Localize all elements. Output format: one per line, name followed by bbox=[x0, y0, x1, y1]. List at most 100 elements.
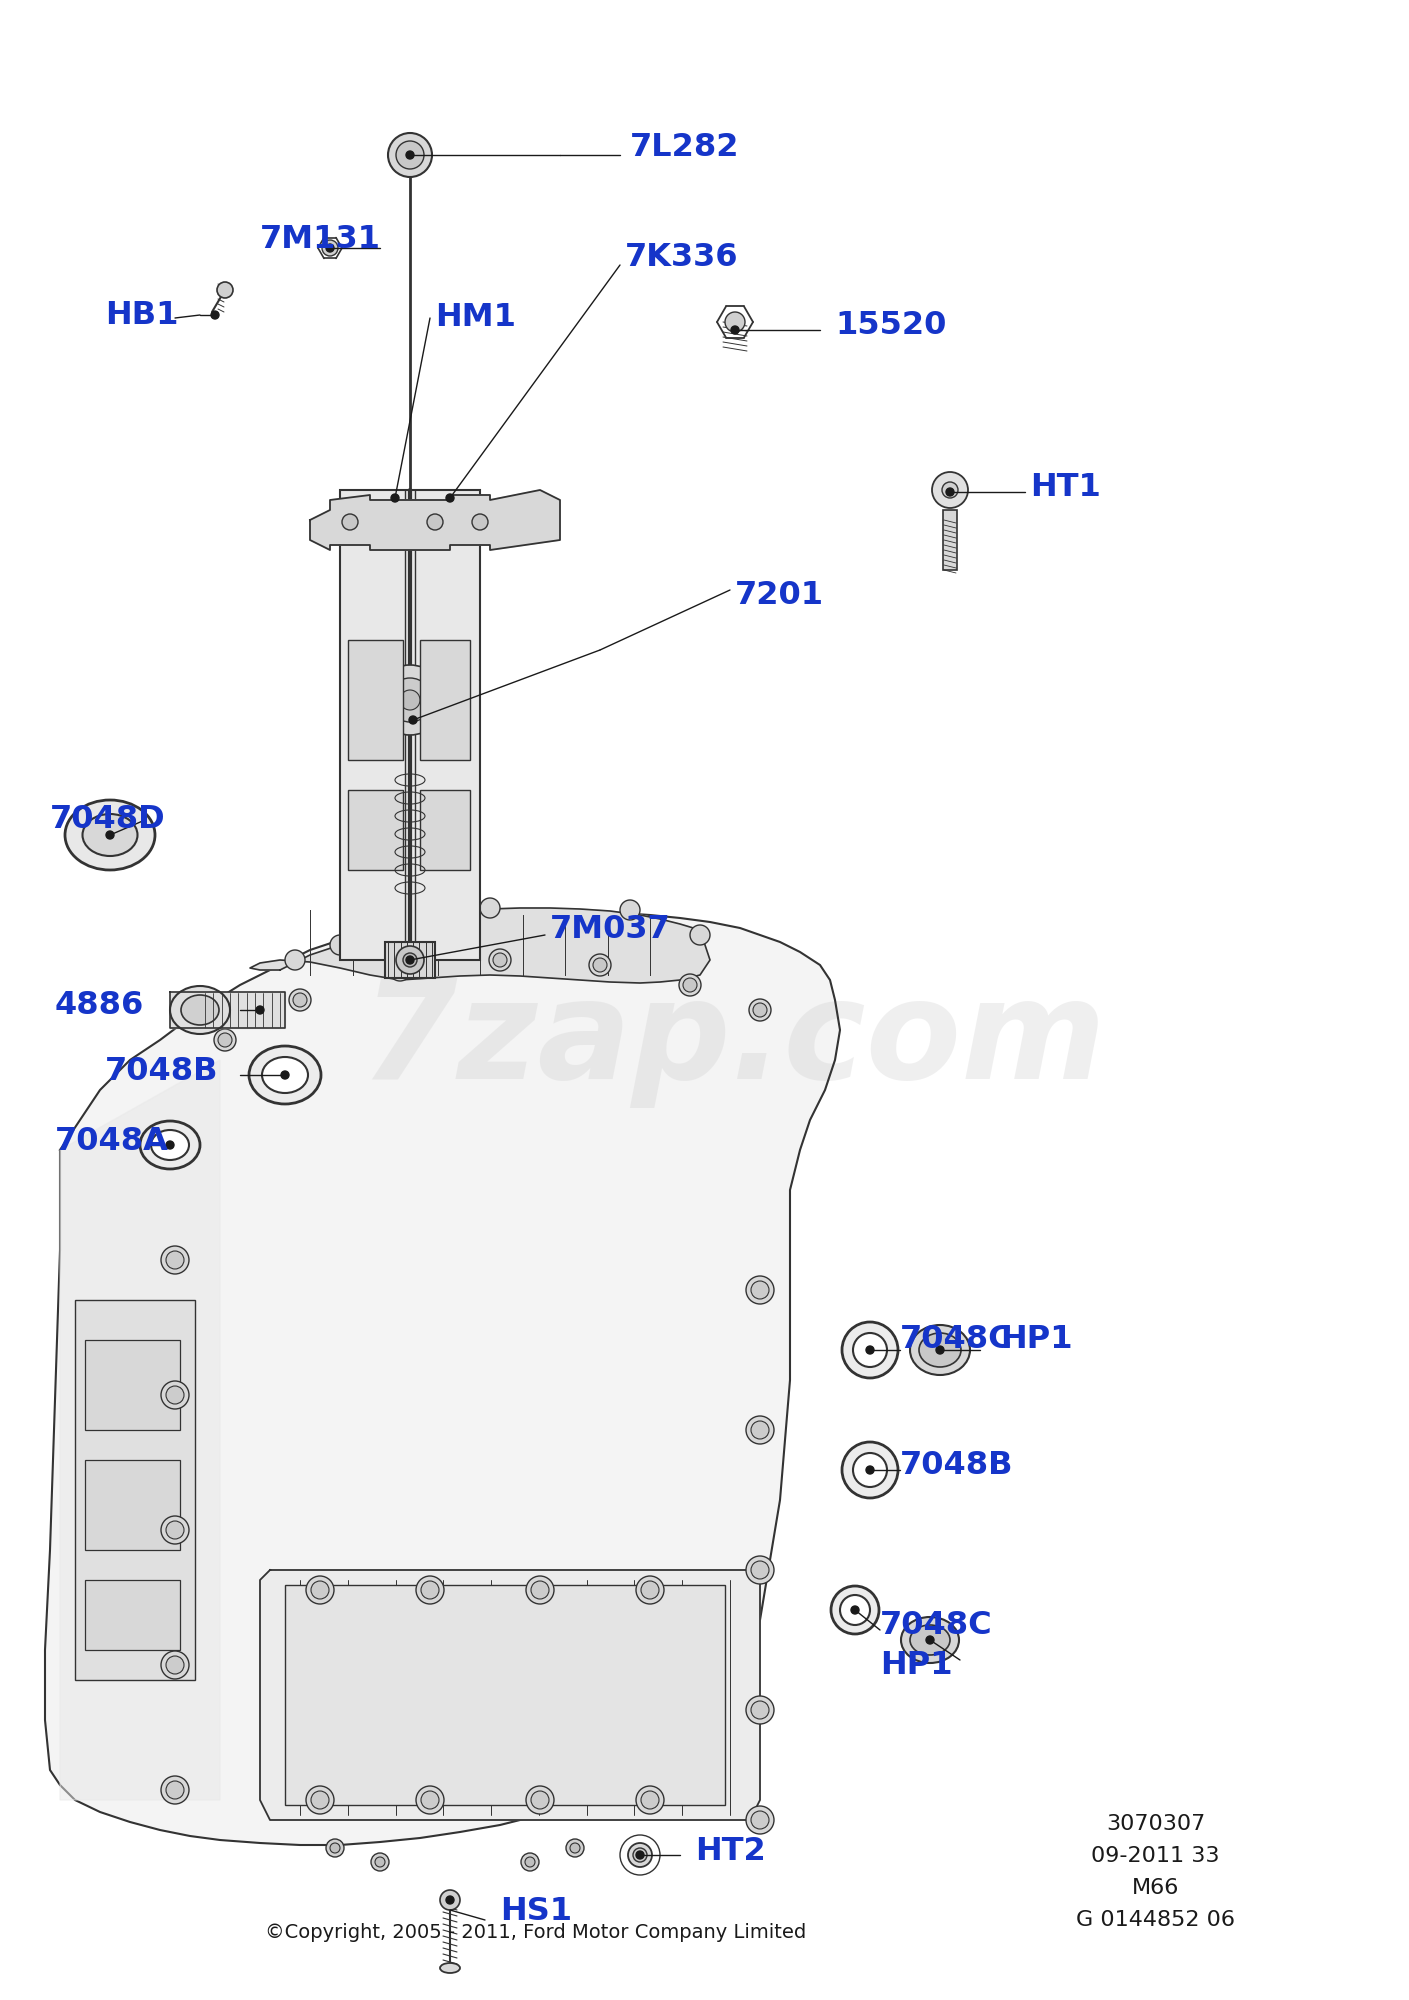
Circle shape bbox=[571, 1844, 581, 1852]
Bar bbox=[75, 1300, 194, 1680]
Circle shape bbox=[214, 1028, 235, 1052]
Ellipse shape bbox=[65, 800, 155, 870]
Ellipse shape bbox=[180, 994, 218, 1024]
Circle shape bbox=[218, 1032, 232, 1048]
Circle shape bbox=[387, 678, 433, 722]
Text: 3070307: 3070307 bbox=[1106, 1814, 1205, 1834]
Ellipse shape bbox=[83, 814, 138, 856]
Circle shape bbox=[726, 312, 745, 332]
Circle shape bbox=[421, 1792, 440, 1808]
Circle shape bbox=[166, 1140, 173, 1148]
Circle shape bbox=[161, 1652, 189, 1680]
Bar bbox=[85, 1580, 180, 1650]
Circle shape bbox=[280, 1072, 289, 1080]
Circle shape bbox=[531, 1580, 550, 1600]
Bar bbox=[85, 1340, 180, 1430]
Ellipse shape bbox=[151, 1130, 189, 1160]
Text: HP1: HP1 bbox=[881, 1650, 952, 1680]
Text: 7M131: 7M131 bbox=[261, 224, 380, 256]
Bar bbox=[285, 1584, 726, 1804]
Polygon shape bbox=[61, 1060, 220, 1800]
Circle shape bbox=[427, 514, 442, 530]
Circle shape bbox=[393, 964, 407, 976]
Circle shape bbox=[406, 152, 414, 160]
Text: M66: M66 bbox=[1131, 1878, 1179, 1898]
Circle shape bbox=[745, 1806, 774, 1834]
Text: HP1: HP1 bbox=[1000, 1324, 1072, 1356]
Text: HM1: HM1 bbox=[435, 302, 516, 334]
Circle shape bbox=[447, 1896, 454, 1904]
Circle shape bbox=[416, 1786, 444, 1814]
Circle shape bbox=[311, 1580, 328, 1600]
Circle shape bbox=[635, 1852, 644, 1860]
Circle shape bbox=[447, 494, 454, 502]
Circle shape bbox=[943, 482, 958, 498]
Circle shape bbox=[403, 954, 417, 968]
Circle shape bbox=[633, 1848, 647, 1862]
Ellipse shape bbox=[919, 1332, 961, 1368]
Circle shape bbox=[867, 1466, 874, 1474]
Circle shape bbox=[926, 1636, 934, 1644]
Circle shape bbox=[489, 950, 511, 972]
Circle shape bbox=[751, 1282, 769, 1300]
Ellipse shape bbox=[139, 1120, 200, 1168]
Bar bbox=[340, 490, 480, 960]
Text: ©Copyright, 2005 - 2011, Ford Motor Company Limited: ©Copyright, 2005 - 2011, Ford Motor Comp… bbox=[265, 1922, 806, 1942]
Circle shape bbox=[745, 1276, 774, 1304]
Circle shape bbox=[285, 950, 304, 970]
Circle shape bbox=[526, 1576, 554, 1604]
Text: 7201: 7201 bbox=[735, 580, 824, 610]
Ellipse shape bbox=[910, 1624, 950, 1656]
Circle shape bbox=[840, 1596, 869, 1624]
Ellipse shape bbox=[170, 986, 230, 1034]
Circle shape bbox=[745, 1416, 774, 1444]
Circle shape bbox=[690, 924, 710, 946]
Text: 7L282: 7L282 bbox=[630, 132, 740, 164]
Text: 7048B: 7048B bbox=[106, 1056, 218, 1088]
Circle shape bbox=[635, 1786, 664, 1814]
Circle shape bbox=[831, 1586, 879, 1634]
Circle shape bbox=[480, 898, 500, 918]
Circle shape bbox=[851, 1606, 859, 1614]
Circle shape bbox=[406, 956, 414, 964]
Circle shape bbox=[589, 954, 612, 976]
Circle shape bbox=[323, 240, 338, 256]
Circle shape bbox=[211, 310, 218, 318]
Polygon shape bbox=[310, 490, 559, 550]
Circle shape bbox=[936, 1346, 944, 1354]
Circle shape bbox=[852, 1452, 888, 1488]
Circle shape bbox=[161, 1516, 189, 1544]
Circle shape bbox=[751, 1812, 769, 1828]
Circle shape bbox=[306, 1786, 334, 1814]
Text: 7K336: 7K336 bbox=[626, 242, 738, 274]
Circle shape bbox=[472, 514, 488, 530]
Circle shape bbox=[620, 900, 640, 920]
Polygon shape bbox=[249, 908, 710, 982]
Circle shape bbox=[752, 1004, 766, 1016]
Circle shape bbox=[161, 1246, 189, 1274]
Circle shape bbox=[409, 716, 417, 724]
Circle shape bbox=[161, 1380, 189, 1408]
Bar bbox=[420, 790, 471, 870]
Circle shape bbox=[493, 954, 507, 968]
Circle shape bbox=[566, 1840, 583, 1856]
Circle shape bbox=[628, 1844, 652, 1868]
Ellipse shape bbox=[900, 1616, 960, 1664]
Bar bbox=[943, 510, 957, 570]
Bar bbox=[85, 1460, 180, 1550]
Text: 7zap.com: 7zap.com bbox=[359, 972, 1106, 1108]
Circle shape bbox=[311, 1792, 328, 1808]
Circle shape bbox=[289, 988, 311, 1012]
Circle shape bbox=[400, 690, 420, 710]
Ellipse shape bbox=[262, 1056, 309, 1092]
Circle shape bbox=[945, 488, 954, 496]
Bar bbox=[420, 640, 471, 760]
Circle shape bbox=[751, 1560, 769, 1580]
Bar bbox=[348, 790, 403, 870]
Circle shape bbox=[750, 998, 771, 1020]
Bar bbox=[385, 942, 435, 978]
Circle shape bbox=[745, 1696, 774, 1724]
Circle shape bbox=[330, 936, 349, 956]
Circle shape bbox=[641, 1792, 659, 1808]
Circle shape bbox=[526, 1786, 554, 1814]
